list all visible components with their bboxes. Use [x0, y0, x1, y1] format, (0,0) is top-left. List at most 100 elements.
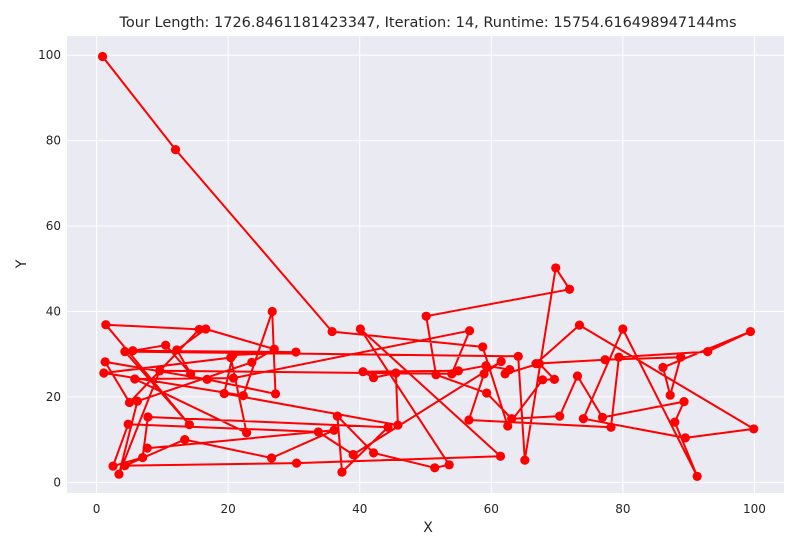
city-point: [97, 51, 108, 62]
x-tick-label: 100: [743, 502, 766, 516]
city-point: [228, 373, 239, 383]
city-point: [332, 411, 342, 421]
x-tick-label: 0: [93, 502, 101, 516]
city-point: [291, 347, 301, 357]
city-point: [226, 353, 236, 363]
city-point: [270, 389, 281, 399]
city-point: [142, 443, 152, 453]
x-tick-label: 40: [352, 502, 367, 516]
plot-area: [67, 36, 784, 493]
city-point: [665, 390, 675, 400]
city-point: [447, 369, 457, 379]
city-point: [574, 320, 585, 330]
city-point: [670, 417, 680, 427]
city-point: [238, 391, 248, 401]
city-point: [658, 362, 668, 373]
city-point: [597, 412, 608, 423]
city-point: [247, 357, 257, 367]
y-tick-labels: 0 20 40 60 80 100: [38, 48, 61, 489]
city-point: [143, 412, 153, 422]
city-point: [368, 373, 379, 383]
city-point: [180, 435, 190, 445]
city-point: [606, 422, 616, 432]
city-point: [108, 461, 118, 471]
city-point: [464, 326, 475, 336]
x-tick-label: 80: [615, 502, 630, 516]
city-point: [128, 346, 138, 356]
city-points: [97, 51, 759, 481]
city-point: [745, 326, 756, 337]
x-axis-label: X: [423, 520, 433, 536]
city-point: [123, 419, 133, 429]
city-point: [161, 340, 171, 350]
x-tick-labels: 0 20 40 60 80 100: [93, 502, 766, 516]
city-point: [313, 427, 323, 437]
x-tick-label: 20: [221, 502, 236, 516]
city-point: [348, 449, 358, 460]
city-point: [184, 420, 194, 430]
city-point: [481, 361, 491, 371]
city-point: [291, 458, 302, 468]
city-point: [132, 396, 142, 406]
y-tick-label: 100: [38, 48, 61, 62]
city-point: [358, 367, 368, 377]
city-point: [578, 414, 588, 424]
city-point: [170, 145, 181, 155]
city-point: [267, 306, 277, 317]
y-tick-label: 80: [46, 134, 61, 148]
city-point: [679, 397, 689, 407]
city-point: [680, 433, 690, 443]
city-point: [444, 460, 454, 470]
city-point: [201, 324, 211, 334]
city-point: [531, 358, 541, 369]
city-point: [355, 324, 365, 334]
city-point: [155, 366, 165, 376]
city-point: [120, 461, 130, 471]
city-point: [130, 374, 140, 384]
city-point: [430, 463, 440, 473]
city-point: [503, 421, 513, 431]
city-point: [564, 284, 575, 294]
city-point: [100, 357, 110, 367]
city-point: [692, 471, 702, 481]
city-point: [555, 411, 565, 421]
y-tick-label: 20: [46, 390, 61, 404]
city-point: [513, 351, 523, 361]
city-point: [495, 451, 506, 461]
x-tick-label: 60: [484, 502, 499, 516]
city-point: [505, 364, 515, 375]
y-tick-label: 0: [53, 475, 61, 489]
city-point: [202, 374, 212, 384]
city-point: [478, 342, 488, 352]
city-point: [496, 356, 506, 367]
city-point: [138, 452, 148, 463]
city-point: [194, 324, 204, 335]
y-tick-label: 40: [46, 304, 61, 318]
chart-title: Tour Length: 1726.8461181423347, Iterati…: [118, 15, 736, 31]
city-point: [99, 368, 109, 378]
city-point: [618, 324, 628, 334]
grid-lines: [67, 36, 784, 493]
city-point: [337, 467, 347, 477]
y-tick-label: 60: [46, 219, 61, 233]
city-point: [393, 420, 403, 430]
city-point: [329, 425, 339, 435]
city-point: [368, 448, 379, 458]
city-point: [327, 326, 337, 337]
city-point: [269, 344, 279, 354]
city-point: [219, 388, 229, 399]
city-point: [120, 347, 130, 357]
city-point: [391, 368, 401, 378]
city-point: [431, 370, 441, 380]
city-point: [241, 428, 252, 438]
city-point: [676, 352, 686, 362]
city-point: [383, 422, 393, 432]
city-point: [421, 311, 431, 321]
city-point: [464, 415, 474, 425]
city-point: [186, 369, 196, 379]
city-point: [703, 347, 713, 357]
city-point: [507, 414, 517, 424]
city-point: [172, 345, 182, 355]
y-axis-label: Y: [14, 259, 30, 269]
